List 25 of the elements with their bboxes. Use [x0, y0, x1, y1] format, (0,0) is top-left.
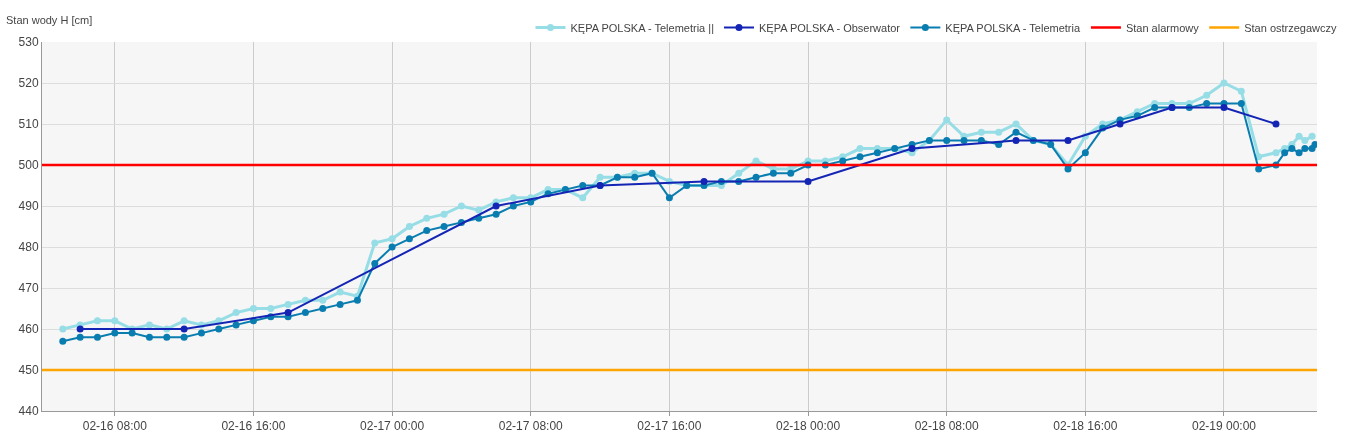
x-tick-label: 02-18 00:00 [776, 419, 841, 434]
x-tick-label: 02-17 16:00 [637, 419, 702, 434]
x-tick-label: 02-18 08:00 [914, 419, 980, 434]
legend-label: KĘPA POLSKA - Telemetria || [570, 21, 714, 34]
legend-label: KĘPA POLSKA - Telemetria [945, 21, 1081, 34]
legend-label: KĘPA POLSKA - Obserwator [758, 21, 901, 34]
y-tick-label: 470 [18, 281, 39, 296]
x-tick-label: 02-16 16:00 [221, 419, 286, 434]
y-axis-title: Stan wody H [cm] [6, 14, 93, 26]
y-tick-label: 450 [18, 363, 39, 378]
x-tick-label: 02-16 08:00 [82, 419, 148, 434]
legend-label: Stan ostrzegawczy [1244, 21, 1338, 34]
y-tick-label: 440 [18, 404, 39, 419]
y-tick-label: 530 [18, 35, 39, 50]
x-tick-label: 02-19 00:00 [1191, 419, 1257, 434]
legend-label: Stan alarmowy [1125, 21, 1200, 34]
y-tick-label: 460 [18, 322, 39, 337]
y-tick-label: 500 [18, 158, 39, 173]
y-tick-label: 520 [18, 76, 39, 91]
y-tick-label: 510 [18, 117, 39, 132]
x-tick-label: 02-17 00:00 [360, 419, 425, 434]
y-tick-label: 490 [18, 199, 39, 214]
x-tick-label: 02-18 16:00 [1053, 419, 1118, 434]
y-tick-label: 480 [18, 240, 39, 255]
x-tick-label: 02-17 08:00 [498, 419, 564, 434]
